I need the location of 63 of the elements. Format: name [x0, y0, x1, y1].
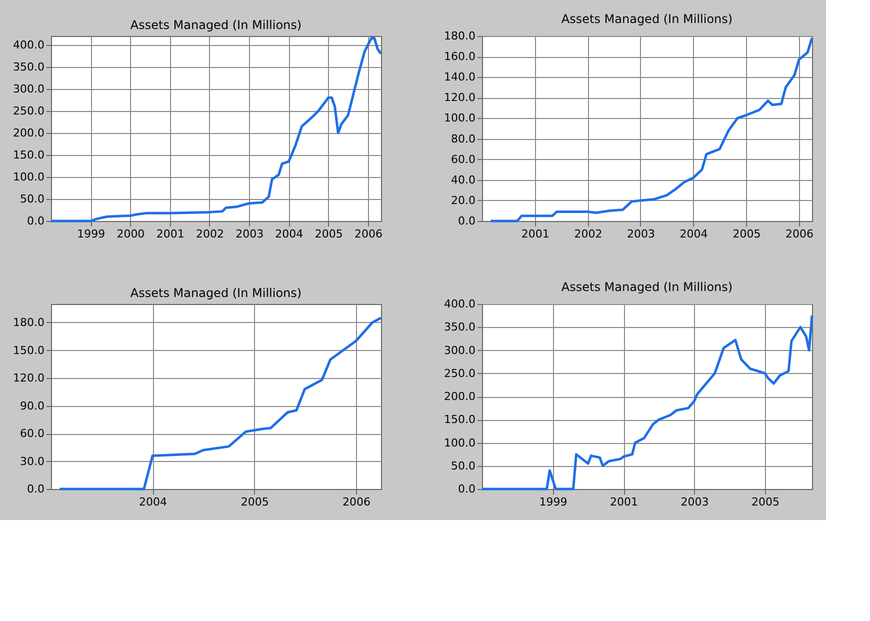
x-tick-label: 2006	[342, 496, 370, 508]
y-tick-label: 60.0	[20, 427, 44, 440]
y-tick-label: 400.0	[13, 38, 44, 52]
chart-title: Assets Managed (In Millions)	[561, 280, 733, 294]
y-tick-label: 30.0	[20, 454, 44, 468]
chart-title: Assets Managed (In Millions)	[561, 12, 733, 26]
x-tick-label: 1999	[539, 496, 568, 508]
y-tick-label: 140.0	[444, 70, 476, 84]
y-tick-label: 250.0	[13, 104, 44, 118]
y-tick-label: 100.0	[444, 112, 476, 125]
y-tick-label: 90.0	[20, 399, 44, 412]
y-tick-label: 40.0	[451, 173, 476, 186]
y-tick-label: 200.0	[444, 390, 476, 403]
x-tick-label: 2001	[156, 228, 184, 240]
y-tick-label: 150.0	[13, 148, 44, 162]
y-tick-label: 100.0	[13, 170, 44, 184]
x-tick-label: 2002	[196, 228, 224, 240]
y-tick-label: 0.0	[458, 214, 476, 228]
x-tick-label: 2003	[626, 228, 655, 240]
y-tick-label: 160.0	[444, 50, 476, 64]
line-series	[58, 316, 382, 490]
x-tick-label: 2003	[680, 496, 709, 508]
y-tick-label: 180.0	[13, 316, 44, 329]
y-tick-label: 100.0	[444, 436, 476, 450]
y-tick-label: 250.0	[444, 366, 476, 380]
x-tick-label: 2003	[236, 228, 264, 240]
x-tick-label: 2004	[139, 496, 168, 508]
y-tick-label: 300.0	[444, 344, 476, 357]
y-tick-label: 120.0	[13, 372, 44, 384]
y-tick-label: 350.0	[444, 320, 476, 334]
y-tick-label: 300.0	[13, 82, 44, 96]
x-tick-label: 2001	[610, 496, 638, 508]
y-tick-label: 80.0	[451, 132, 476, 146]
x-tick-label: 2004	[275, 228, 304, 240]
x-tick-label: 2004	[680, 228, 708, 240]
y-tick-label: 400.0	[444, 298, 476, 310]
x-tick-label: 2002	[574, 228, 602, 240]
y-tick-label: 0.0	[458, 482, 476, 496]
x-tick-label: 2006	[354, 228, 382, 240]
y-tick-label: 20.0	[451, 194, 476, 207]
y-tick-label: 350.0	[13, 60, 44, 74]
y-tick-label: 50.0	[451, 459, 476, 472]
y-tick-label: 50.0	[20, 192, 44, 206]
x-tick-label: 2005	[240, 496, 269, 508]
y-tick-label: 120.0	[444, 91, 476, 104]
y-tick-label: 150.0	[13, 344, 44, 357]
y-tick-label: 180.0	[444, 30, 476, 42]
x-tick-label: 2001	[521, 228, 550, 240]
y-tick-label: 150.0	[444, 413, 476, 426]
y-tick-label: 0.0	[27, 482, 44, 496]
x-tick-label: 1999	[77, 228, 106, 240]
x-tick-label: 2005	[752, 496, 780, 508]
y-tick-label: 200.0	[13, 126, 44, 140]
x-tick-label: 2006	[785, 228, 814, 240]
line-series	[50, 36, 382, 222]
chart-title: Assets Managed (In Millions)	[130, 286, 302, 300]
y-tick-label: 0.0	[27, 214, 44, 228]
chart-title: Assets Managed (In Millions)	[130, 18, 302, 32]
x-tick-label: 2005	[314, 228, 343, 240]
line-series	[489, 36, 814, 222]
x-tick-label: 2005	[732, 228, 761, 240]
y-tick-label: 60.0	[451, 152, 476, 166]
x-tick-label: 2000	[116, 228, 145, 240]
